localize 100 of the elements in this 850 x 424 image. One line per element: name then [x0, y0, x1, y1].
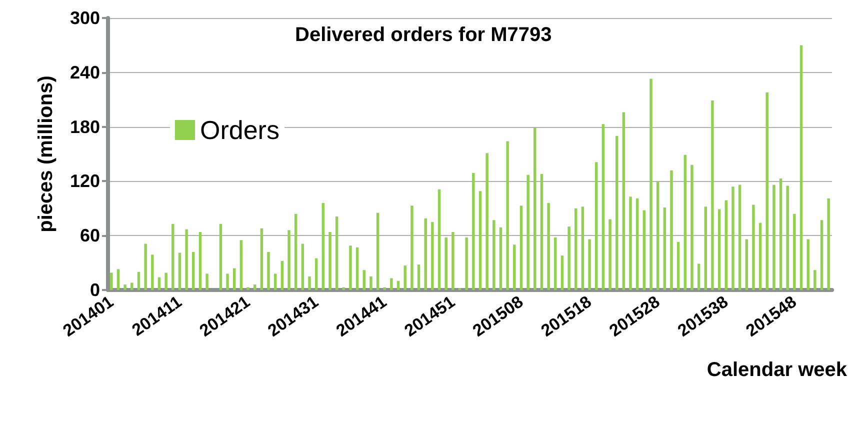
bar [130, 282, 134, 290]
bar [827, 198, 830, 290]
bar [534, 128, 536, 290]
y-axis-title: pieces (millions) [35, 76, 57, 232]
x-axis-title: Calendar week [706, 359, 848, 381]
bar [724, 200, 728, 290]
bar [246, 287, 250, 290]
bar [144, 244, 147, 290]
bar [390, 278, 393, 290]
bar [513, 244, 516, 290]
bar [164, 272, 168, 290]
bar [444, 237, 448, 290]
bar [594, 162, 598, 290]
bar [110, 272, 113, 290]
bar [116, 269, 120, 290]
bar [656, 181, 660, 290]
bar [738, 184, 742, 290]
bar [704, 206, 708, 290]
bar [452, 232, 454, 290]
y-tick-label: 300 [70, 8, 100, 28]
bar [684, 154, 687, 290]
bar [650, 78, 652, 290]
bar [472, 173, 475, 290]
bar [732, 186, 734, 290]
bar [697, 264, 700, 290]
bar [260, 228, 264, 290]
y-tick-label: 60 [80, 226, 100, 246]
bar [178, 252, 182, 290]
bar [622, 112, 626, 290]
bar [404, 266, 406, 290]
bar [267, 252, 270, 290]
chart-title: Delivered orders for M7793 [295, 24, 552, 46]
bar [608, 219, 612, 290]
bar [663, 207, 666, 290]
bar [793, 214, 796, 290]
bar [766, 92, 768, 290]
bar [478, 191, 482, 290]
bar [294, 214, 298, 290]
bar [438, 189, 441, 290]
bar [588, 239, 591, 290]
bar [636, 198, 639, 290]
bar [526, 174, 530, 290]
bar [506, 141, 509, 290]
bar [185, 229, 188, 290]
bar [786, 186, 789, 290]
bar [670, 170, 673, 290]
bar [676, 242, 680, 290]
bar [642, 210, 646, 290]
bar [772, 184, 776, 290]
y-tick-label: 240 [70, 62, 100, 82]
y-tick-label: 180 [70, 116, 100, 137]
bar [253, 284, 256, 290]
bar [137, 272, 140, 290]
bar [158, 277, 161, 290]
bar [362, 270, 366, 290]
bar [424, 218, 427, 290]
bar [547, 202, 550, 290]
bar [417, 264, 420, 290]
bar [486, 153, 488, 290]
bar [520, 206, 523, 290]
bar [581, 206, 584, 290]
bar [198, 232, 202, 290]
bar [629, 196, 632, 290]
y-tick-label: 0 [90, 280, 100, 300]
bar [465, 237, 468, 290]
bar [499, 227, 502, 290]
bar [232, 268, 236, 290]
bar [288, 230, 290, 290]
bar [690, 164, 694, 290]
bar [752, 204, 755, 290]
bar [540, 174, 544, 290]
bar [356, 247, 359, 290]
bar [349, 246, 352, 290]
bar [615, 136, 618, 290]
bar [820, 220, 824, 290]
bar [280, 260, 284, 290]
bar [274, 274, 277, 290]
bar [151, 254, 154, 290]
bar [779, 178, 782, 290]
bar [335, 216, 338, 290]
bar [492, 220, 496, 290]
bar [219, 224, 222, 290]
bar [124, 284, 126, 290]
y-tick-label: 120 [70, 171, 100, 192]
bar [206, 274, 208, 290]
bar [410, 206, 414, 290]
bar [301, 244, 304, 290]
bar [328, 232, 332, 290]
bar [370, 276, 372, 290]
bar [376, 212, 380, 290]
bar [560, 256, 564, 290]
bar [308, 276, 311, 290]
bar [745, 239, 748, 290]
bar [554, 237, 557, 290]
bar [314, 258, 318, 290]
bar [718, 209, 721, 290]
legend-label: Orders [200, 115, 280, 145]
bar [226, 274, 229, 290]
bar [758, 222, 762, 290]
bar [396, 280, 400, 290]
